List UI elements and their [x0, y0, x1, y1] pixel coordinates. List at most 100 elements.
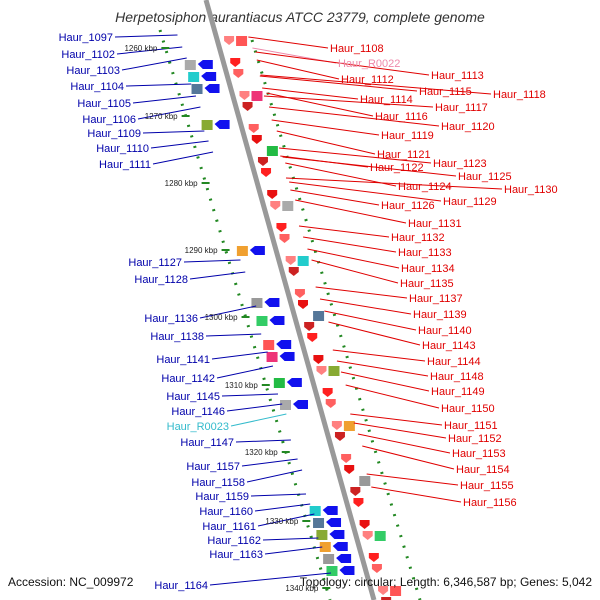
forward-gene-arrow [313, 355, 324, 364]
reverse-label-connector [241, 458, 298, 467]
forward-gene-label: Haur_1134 [401, 263, 455, 275]
forward-gene-label: Haur_1156 [463, 497, 517, 509]
forward-gene-label: Haur_R0022 [338, 58, 400, 70]
kbp-tick-label: 1290 kbp [185, 246, 218, 255]
reverse-gene-arrow [329, 530, 345, 539]
forward-label-connector [260, 74, 492, 95]
reverse-gene-arrow [197, 60, 213, 69]
reverse-gene-arrow [276, 340, 292, 349]
reverse-label-connector [152, 151, 214, 165]
forward-label-connector [319, 298, 412, 315]
reverse-gene-label: Haur_1160 [199, 506, 253, 518]
reverse-gene-label: Haur_1102 [61, 49, 115, 61]
gene-features [184, 36, 402, 600]
reverse-label-connector [205, 333, 262, 337]
forward-label-connector [268, 106, 440, 127]
reverse-gene-label: Haur_1163 [209, 549, 263, 561]
reverse-label-connector [125, 83, 192, 87]
forward-label-connector [366, 473, 459, 486]
reverse-gene-label: Haur_1157 [186, 461, 240, 473]
forward-label-connector [256, 59, 340, 80]
map-title: Herpetosiphon aurantiacus ATCC 23779, co… [115, 9, 485, 25]
forward-gene-arrow [341, 454, 352, 463]
reverse-label-connector [209, 572, 331, 586]
forward-label-connector [289, 181, 442, 202]
reverse-gene-label: Haur_1164 [154, 580, 208, 592]
reverse-gene-label: Haur_1147 [180, 437, 234, 449]
reverse-label-connector [221, 393, 279, 397]
forward-label-connector [271, 119, 380, 136]
forward-gene-box [313, 311, 325, 321]
reverse-gene-box [263, 340, 275, 350]
forward-gene-label: Haur_1154 [456, 464, 510, 476]
reverse-gene-box [184, 60, 196, 70]
reverse-gene-arrow [326, 518, 342, 527]
forward-label-connector [350, 413, 443, 426]
forward-label-connector [259, 75, 418, 92]
reverse-gene-box [201, 120, 213, 130]
forward-gene-label: Haur_1137 [409, 293, 463, 305]
reverse-gene-arrow [249, 246, 265, 255]
reverse-gene-label: Haur_1097 [59, 32, 113, 44]
forward-gene-arrow [359, 520, 370, 529]
forward-label-connector [311, 259, 399, 284]
reverse-label-connector [211, 351, 268, 360]
forward-gene-label: Haur_1143 [422, 340, 476, 352]
reverse-label-connector [183, 259, 241, 263]
reverse-label-connector [150, 140, 209, 149]
reverse-gene-box [188, 72, 200, 82]
forward-gene-arrow [381, 597, 392, 600]
forward-gene-label: Haur_1152 [448, 433, 502, 445]
reverse-gene-box [266, 352, 278, 362]
kbp-tick-label: 1270 kbp [145, 112, 178, 121]
kbp-tick-label: 1330 kbp [265, 517, 298, 526]
forward-gene-label: Haur_1144 [427, 356, 481, 368]
reverse-gene-label: Haur_1138 [150, 331, 204, 343]
forward-label-connector [371, 486, 462, 503]
forward-gene-label: Haur_1150 [441, 403, 495, 415]
forward-gene-arrow [276, 223, 287, 232]
reverse-gene-label: Haur_1158 [191, 477, 245, 489]
kbp-tick-label: 1300 kbp [205, 313, 238, 322]
forward-label-connector [276, 130, 376, 155]
forward-label-connector [357, 433, 451, 454]
reverse-label-connector [216, 365, 274, 379]
reverse-gene-box [273, 378, 285, 388]
forward-label-connector [262, 87, 359, 100]
reverse-gene-label: Haur_1159 [195, 491, 249, 503]
forward-gene-arrow [242, 102, 253, 111]
reverse-label-connector [121, 57, 187, 71]
forward-gene-label: Haur_1131 [408, 218, 462, 230]
kbp-tick-label: 1280 kbp [165, 179, 198, 188]
reverse-gene-label: Haur_1104 [70, 81, 124, 93]
reverse-gene-label: Haur_1145 [166, 391, 220, 403]
forward-gene-label: Haur_1115 [419, 86, 472, 98]
forward-label-connector [263, 95, 434, 108]
forward-gene-arrow [298, 300, 308, 309]
forward-gene-label: Haur_1130 [504, 184, 558, 196]
reverse-gene-label: Haur_1111 [99, 159, 151, 171]
forward-gene-arrow [267, 190, 278, 199]
forward-gene-arrow [322, 388, 333, 397]
reverse-gene-label: Haur_1106 [82, 114, 136, 126]
kbp-tick-label: 1260 kbp [124, 44, 157, 53]
forward-gene-box [282, 201, 294, 211]
forward-gene-label: Haur_1126 [381, 200, 435, 212]
reverse-gene-arrow [269, 316, 285, 325]
forward-gene-label: Haur_1132 [391, 232, 445, 244]
forward-gene-label: Haur_1155 [460, 480, 514, 492]
reverse-gene-arrow [339, 566, 355, 575]
forward-label-connector [298, 225, 390, 238]
reverse-label-connector [132, 95, 197, 104]
reverse-gene-label: Haur_1103 [66, 65, 120, 77]
reverse-label-connector [189, 271, 246, 280]
forward-gene-arrow [353, 498, 364, 507]
forward-gene-arrow [307, 333, 318, 342]
reverse-label-connector [116, 46, 183, 55]
forward-label-connector [324, 310, 417, 331]
kbp-tick-label: 1310 kbp [225, 381, 258, 390]
reverse-gene-box [309, 506, 321, 516]
reverse-gene-label: Haur_1109 [87, 128, 141, 140]
reverse-gene-arrow [279, 352, 295, 361]
